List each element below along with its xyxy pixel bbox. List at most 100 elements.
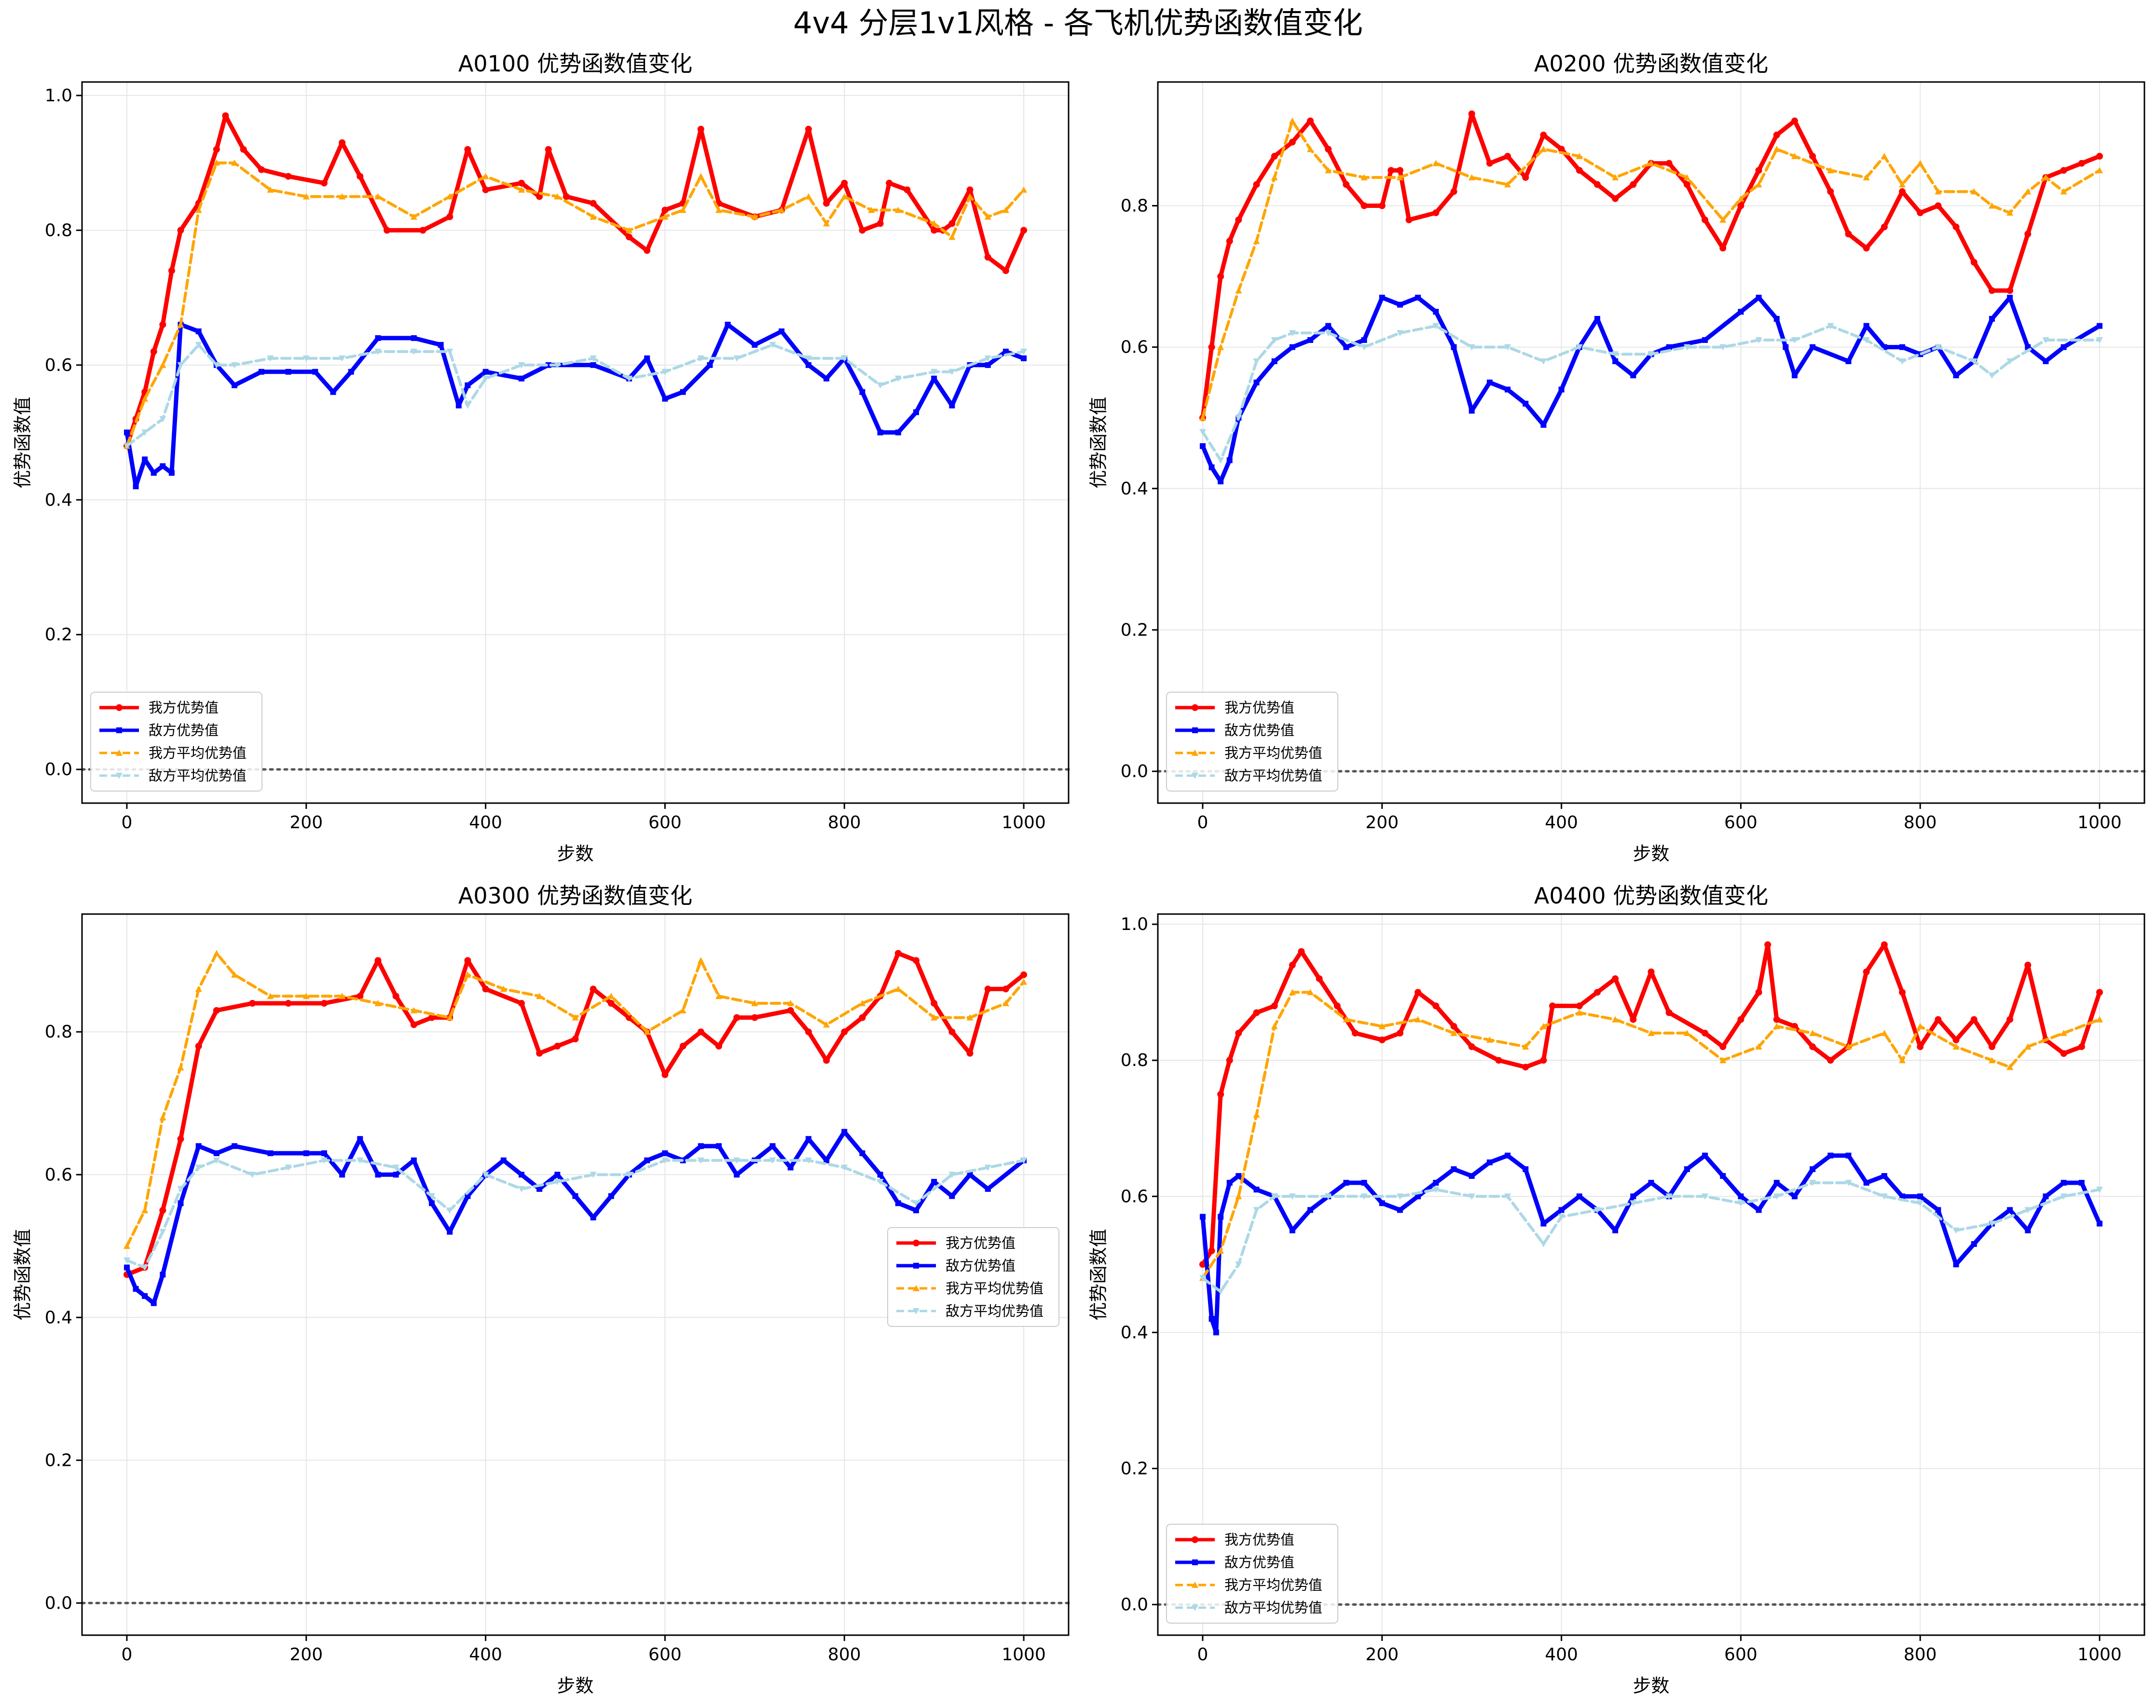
data-point bbox=[1396, 174, 1403, 180]
data-point bbox=[1899, 344, 1906, 350]
data-point bbox=[931, 1000, 938, 1007]
data-point bbox=[1540, 131, 1547, 138]
y-tick-label: 1.0 bbox=[1121, 915, 1148, 934]
data-point bbox=[554, 193, 561, 200]
data-point bbox=[1289, 117, 1296, 124]
data-point bbox=[1504, 152, 1511, 160]
x-tick-label: 800 bbox=[828, 1645, 861, 1665]
data-point bbox=[904, 186, 911, 193]
data-point bbox=[644, 1028, 651, 1035]
data-point bbox=[1432, 209, 1440, 217]
data-point bbox=[1988, 202, 1995, 209]
legend-box bbox=[887, 1227, 1059, 1327]
data-point bbox=[1208, 343, 1215, 351]
y-axis-label: 优势函数值 bbox=[1088, 396, 1109, 488]
data-point bbox=[464, 971, 471, 978]
data-point bbox=[859, 1014, 866, 1021]
data-point bbox=[1791, 1193, 1798, 1200]
data-point bbox=[626, 227, 633, 233]
data-point bbox=[1648, 1180, 1654, 1186]
data-point bbox=[2006, 287, 2014, 294]
data-point bbox=[1917, 160, 1924, 166]
data-point bbox=[1755, 989, 1762, 996]
data-point bbox=[1612, 351, 1619, 358]
data-point bbox=[913, 1207, 919, 1214]
data-point bbox=[949, 402, 955, 409]
data-point bbox=[679, 206, 687, 213]
data-point bbox=[895, 429, 901, 436]
data-point bbox=[1415, 1193, 1421, 1200]
data-point bbox=[913, 409, 919, 415]
data-point bbox=[2060, 344, 2067, 350]
x-axis-label: 步数 bbox=[557, 1675, 593, 1696]
x-tick-label: 200 bbox=[289, 1645, 323, 1665]
data-point bbox=[464, 957, 471, 964]
data-point bbox=[1773, 316, 1780, 322]
data-point bbox=[1953, 372, 1959, 379]
data-point bbox=[1208, 1247, 1215, 1255]
x-tick-label: 0 bbox=[122, 813, 133, 833]
data-point bbox=[1558, 1207, 1565, 1213]
data-point bbox=[751, 213, 758, 220]
data-point bbox=[752, 342, 758, 348]
x-tick-label: 400 bbox=[1545, 813, 1578, 833]
data-point bbox=[195, 328, 202, 334]
data-point bbox=[1576, 1193, 1582, 1200]
data-point bbox=[1450, 1023, 1457, 1030]
y-tick-label: 0.4 bbox=[45, 1308, 72, 1327]
data-point bbox=[572, 1014, 579, 1021]
data-point bbox=[1307, 117, 1314, 124]
data-point bbox=[734, 1172, 740, 1178]
data-point bbox=[1540, 358, 1547, 365]
x-tick-label: 0 bbox=[122, 1645, 133, 1665]
data-point bbox=[1755, 167, 1762, 174]
data-point bbox=[222, 112, 229, 119]
data-point bbox=[213, 950, 220, 956]
data-point bbox=[1540, 1057, 1547, 1064]
data-point bbox=[1235, 1261, 1242, 1268]
data-point bbox=[805, 1028, 812, 1036]
data-point bbox=[805, 355, 812, 362]
data-point bbox=[1988, 1220, 1995, 1227]
data-point bbox=[626, 375, 633, 382]
data-point bbox=[151, 470, 157, 476]
data-point bbox=[1773, 1180, 1780, 1186]
data-point bbox=[859, 389, 865, 395]
data-point bbox=[446, 348, 453, 355]
data-point bbox=[823, 200, 830, 207]
data-point bbox=[2060, 1193, 2067, 1200]
subplot-title: A0400 优势函数值变化 bbox=[1534, 883, 1768, 909]
data-point bbox=[1378, 1036, 1386, 1043]
data-point bbox=[985, 1186, 991, 1192]
legend-marker bbox=[1192, 1536, 1198, 1543]
data-point bbox=[1935, 188, 1942, 195]
data-point bbox=[1684, 1166, 1690, 1172]
subplot-title: A0300 优势函数值变化 bbox=[458, 883, 692, 909]
data-point bbox=[411, 335, 417, 341]
data-point bbox=[948, 220, 956, 227]
data-point bbox=[330, 389, 336, 395]
data-point bbox=[1558, 1214, 1565, 1220]
data-point bbox=[1648, 968, 1655, 975]
data-point bbox=[2007, 295, 2013, 301]
data-point bbox=[1253, 181, 1260, 188]
data-point bbox=[948, 233, 956, 240]
data-point bbox=[1343, 1180, 1349, 1186]
data-point bbox=[1719, 245, 1727, 252]
y-tick-label: 0.8 bbox=[45, 220, 72, 240]
data-point bbox=[1325, 323, 1332, 329]
data-point bbox=[572, 1036, 579, 1043]
data-point bbox=[500, 1157, 507, 1163]
data-point bbox=[1935, 1207, 1941, 1213]
legend-label-4: 敌方平均优势值 bbox=[1224, 1599, 1322, 1616]
legend-marker bbox=[1192, 1582, 1198, 1588]
data-point bbox=[1683, 181, 1690, 188]
data-point bbox=[518, 179, 525, 187]
data-point bbox=[877, 1172, 883, 1178]
data-point bbox=[1432, 323, 1440, 329]
data-point bbox=[1217, 273, 1224, 280]
y-tick-label: 0.0 bbox=[1121, 762, 1148, 781]
data-point bbox=[787, 1000, 794, 1007]
legend-label-1: 我方优势值 bbox=[149, 699, 219, 716]
data-point bbox=[482, 1172, 489, 1178]
